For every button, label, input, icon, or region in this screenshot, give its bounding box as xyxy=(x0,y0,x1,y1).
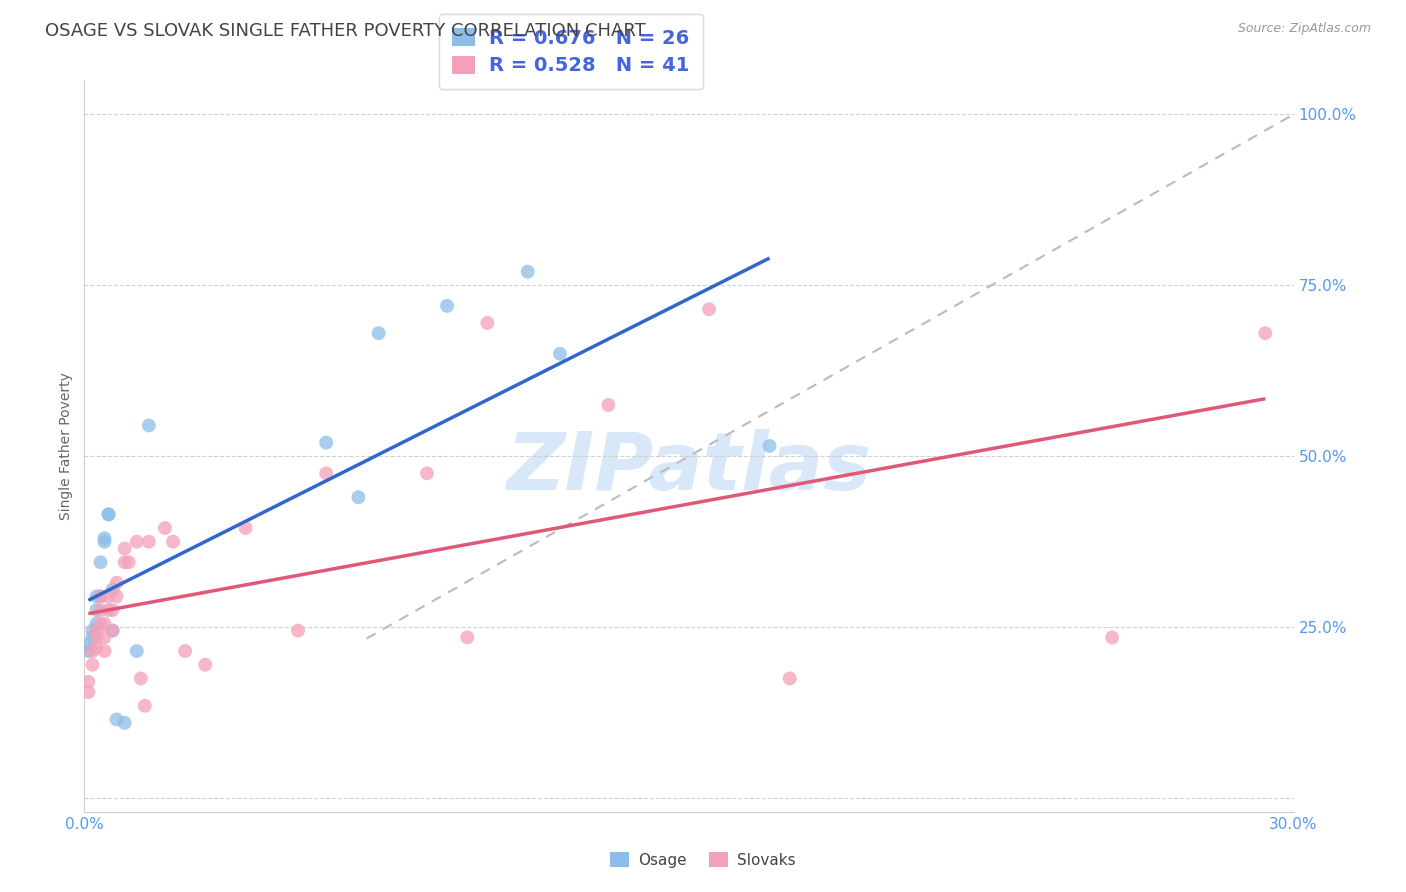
Point xyxy=(86,603,108,617)
Point xyxy=(456,631,478,645)
Point xyxy=(347,490,370,504)
Point xyxy=(118,555,141,569)
Point xyxy=(138,534,160,549)
Point xyxy=(97,508,120,522)
Point xyxy=(97,508,120,522)
Point xyxy=(125,534,148,549)
Point xyxy=(97,590,120,604)
Point xyxy=(758,439,780,453)
Point xyxy=(477,316,499,330)
Point xyxy=(1254,326,1277,341)
Point xyxy=(93,534,115,549)
Point xyxy=(114,541,136,556)
Point xyxy=(89,590,111,604)
Point xyxy=(315,435,337,450)
Point xyxy=(105,713,128,727)
Point xyxy=(77,674,100,689)
Point xyxy=(416,467,439,481)
Point xyxy=(77,685,100,699)
Point xyxy=(93,644,115,658)
Point xyxy=(82,644,104,658)
Point xyxy=(153,521,176,535)
Point xyxy=(129,672,152,686)
Point xyxy=(1101,631,1123,645)
Point xyxy=(134,698,156,713)
Point xyxy=(287,624,309,638)
Point xyxy=(89,555,111,569)
Point xyxy=(89,603,111,617)
Point xyxy=(162,534,184,549)
Point xyxy=(114,715,136,730)
Point xyxy=(77,637,100,651)
Point xyxy=(97,603,120,617)
Point xyxy=(598,398,620,412)
Point xyxy=(367,326,389,341)
Point xyxy=(174,644,197,658)
Point xyxy=(86,631,108,645)
Point xyxy=(101,624,124,638)
Point xyxy=(436,299,458,313)
Point xyxy=(86,590,108,604)
Point xyxy=(105,575,128,590)
Legend: R = 0.676   N = 26, R = 0.528   N = 41: R = 0.676 N = 26, R = 0.528 N = 41 xyxy=(439,14,703,89)
Point xyxy=(77,644,100,658)
Point xyxy=(82,624,104,638)
Point xyxy=(138,418,160,433)
Y-axis label: Single Father Poverty: Single Father Poverty xyxy=(59,372,73,520)
Point xyxy=(101,624,124,638)
Point xyxy=(86,640,108,655)
Point xyxy=(93,616,115,631)
Point xyxy=(315,467,337,481)
Point xyxy=(101,603,124,617)
Point xyxy=(86,624,108,638)
Point xyxy=(125,644,148,658)
Point xyxy=(101,582,124,597)
Point xyxy=(89,616,111,631)
Point xyxy=(82,657,104,672)
Point xyxy=(235,521,257,535)
Point xyxy=(114,555,136,569)
Point xyxy=(697,302,720,317)
Point xyxy=(82,631,104,645)
Text: OSAGE VS SLOVAK SINGLE FATHER POVERTY CORRELATION CHART: OSAGE VS SLOVAK SINGLE FATHER POVERTY CO… xyxy=(45,22,645,40)
Point xyxy=(779,672,801,686)
Point xyxy=(86,616,108,631)
Text: ZIPatlas: ZIPatlas xyxy=(506,429,872,507)
Legend: Osage, Slovaks: Osage, Slovaks xyxy=(605,846,801,873)
Point xyxy=(194,657,217,672)
Text: Source: ZipAtlas.com: Source: ZipAtlas.com xyxy=(1237,22,1371,36)
Point xyxy=(516,265,538,279)
Point xyxy=(89,590,111,604)
Point xyxy=(93,631,115,645)
Point xyxy=(93,531,115,545)
Point xyxy=(548,347,571,361)
Point xyxy=(105,590,128,604)
